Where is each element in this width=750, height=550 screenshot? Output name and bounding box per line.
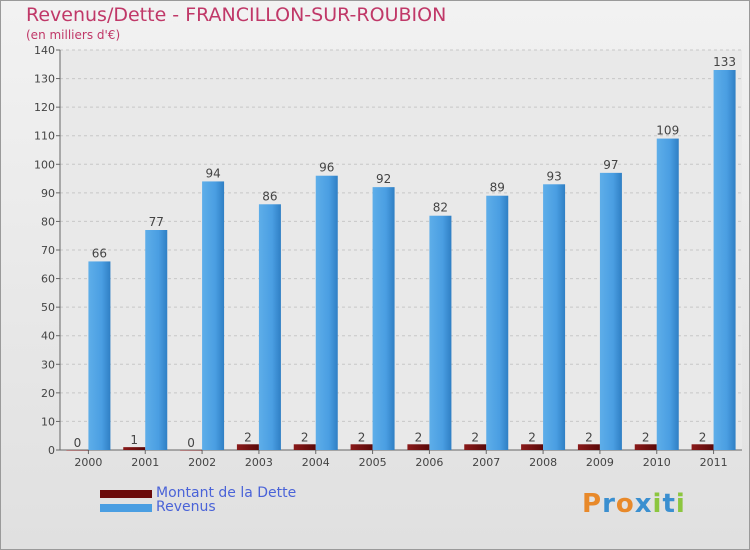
- y-tick-label: 90: [41, 187, 55, 200]
- logo-letter: t: [662, 489, 676, 519]
- data-label-dette: 2: [699, 430, 707, 444]
- data-label-dette: 2: [642, 430, 650, 444]
- bar-dette: [350, 444, 373, 450]
- data-label-revenus: 97: [603, 158, 618, 172]
- bar-dette: [691, 444, 714, 450]
- bar-revenus: [145, 230, 168, 450]
- bar-dette: [66, 450, 89, 451]
- plot-area: [60, 50, 742, 450]
- y-tick-label: 40: [41, 330, 55, 343]
- y-tick-label: 140: [34, 44, 55, 57]
- x-tick-label: 2007: [472, 456, 500, 469]
- y-tick-label: 120: [34, 101, 55, 114]
- bar-dette: [577, 444, 600, 450]
- data-label-revenus: 66: [92, 246, 107, 260]
- logo-letter: i: [675, 489, 686, 519]
- data-label-revenus: 82: [433, 201, 448, 215]
- data-label-revenus: 94: [205, 166, 220, 180]
- logo-letter: i: [652, 489, 663, 519]
- y-tick-label: 80: [41, 215, 55, 228]
- y-tick-label: 30: [41, 358, 55, 371]
- x-tick-label: 2001: [131, 456, 159, 469]
- data-label-revenus: 77: [149, 215, 164, 229]
- legend-swatch-revenus: [100, 504, 152, 512]
- x-tick-label: 2004: [302, 456, 330, 469]
- bar-revenus: [202, 181, 225, 450]
- bar-revenus: [543, 184, 566, 451]
- y-tick-label: 110: [34, 130, 55, 143]
- bar-dette: [407, 444, 430, 450]
- bar-revenus: [656, 138, 679, 451]
- proxiti-logo: Proxiti: [582, 489, 686, 519]
- data-label-dette: 2: [471, 430, 479, 444]
- data-label-revenus: 109: [656, 124, 679, 138]
- data-label-revenus: 86: [262, 189, 277, 203]
- x-tick-label: 2005: [359, 456, 387, 469]
- legend-swatch-dette: [100, 490, 152, 498]
- bar-revenus: [258, 204, 281, 450]
- x-tick-label: 2008: [529, 456, 557, 469]
- data-label-dette: 0: [74, 436, 82, 450]
- data-label-dette: 2: [358, 430, 366, 444]
- logo-letter: o: [615, 489, 635, 519]
- y-tick-label: 50: [41, 301, 55, 314]
- data-label-revenus: 92: [376, 172, 391, 186]
- bar-revenus: [713, 70, 736, 450]
- y-tick-label: 60: [41, 273, 55, 286]
- chart-subtitle: (en milliers d'€): [26, 28, 121, 42]
- bar-dette: [123, 447, 146, 450]
- data-label-dette: 2: [585, 430, 593, 444]
- bar-revenus: [315, 175, 338, 450]
- data-label-dette: 2: [244, 430, 252, 444]
- chart-title: Revenus/Dette - FRANCILLON-SUR-ROUBION: [26, 4, 447, 26]
- y-tick-label: 0: [48, 444, 55, 457]
- x-tick-label: 2002: [188, 456, 216, 469]
- y-tick-label: 20: [41, 387, 55, 400]
- y-tick-label: 100: [34, 158, 55, 171]
- bar-dette: [236, 444, 259, 450]
- data-label-revenus: 93: [546, 169, 561, 183]
- data-label-dette: 2: [528, 430, 536, 444]
- y-tick-label: 70: [41, 244, 55, 257]
- bar-revenus: [429, 215, 452, 450]
- bar-dette: [293, 444, 316, 450]
- logo-letter: r: [602, 489, 616, 519]
- x-tick-label: 2000: [74, 456, 102, 469]
- bar-dette: [464, 444, 487, 450]
- data-label-dette: 0: [187, 436, 195, 450]
- data-label-revenus: 96: [319, 161, 334, 175]
- legend-label-dette: Montant de la Dette: [156, 485, 297, 501]
- x-tick-label: 2011: [700, 456, 728, 469]
- legend-label-revenus: Revenus: [156, 499, 216, 515]
- data-label-revenus: 133: [713, 55, 736, 69]
- x-tick-label: 2006: [415, 456, 443, 469]
- logo-letter: P: [582, 489, 603, 519]
- data-label-dette: 2: [415, 430, 423, 444]
- logo-letter: x: [634, 489, 653, 519]
- bar-revenus: [88, 261, 111, 450]
- bar-dette: [634, 444, 657, 450]
- data-label-dette: 1: [130, 433, 138, 447]
- bar-revenus: [372, 187, 395, 450]
- bar-revenus: [599, 172, 622, 450]
- data-label-dette: 2: [301, 430, 309, 444]
- x-tick-label: 2009: [586, 456, 614, 469]
- data-label-revenus: 89: [490, 181, 505, 195]
- bar-dette: [521, 444, 544, 450]
- y-tick-label: 130: [34, 73, 55, 86]
- x-tick-label: 2010: [643, 456, 671, 469]
- bar-revenus: [486, 195, 509, 450]
- bar-dette: [180, 450, 203, 451]
- y-tick-label: 10: [41, 415, 55, 428]
- x-tick-label: 2003: [245, 456, 273, 469]
